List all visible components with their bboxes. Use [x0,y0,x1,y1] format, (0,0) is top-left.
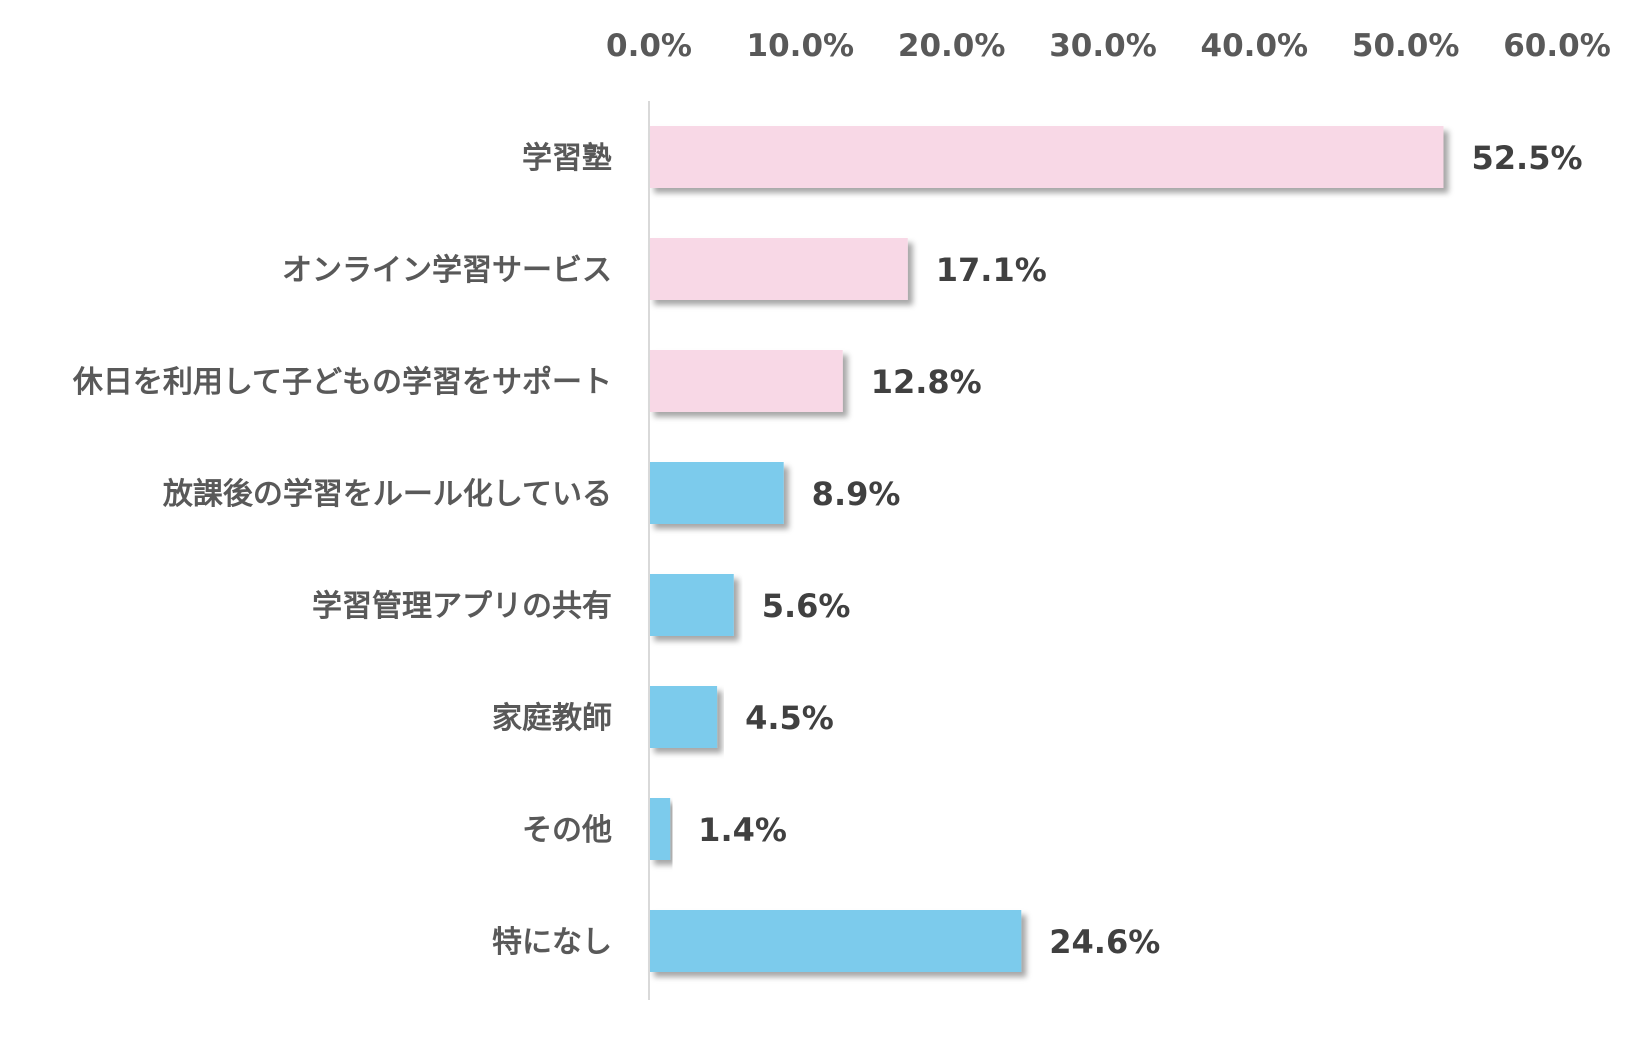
x-tick-label: 30.0% [1049,28,1157,64]
bar [649,910,1022,972]
data-label: 1.4% [698,811,787,849]
data-label: 24.6% [1049,923,1160,961]
category-label: 特になし [492,925,612,960]
x-axis-ticks: 0.0% 10.0% 20.0% 30.0% 40.0% 50.0% 60.0% [606,28,1611,64]
data-label: 4.5% [745,699,834,737]
x-tick-label: 40.0% [1201,28,1309,64]
category-label: 放課後の学習をルール化している [162,477,612,512]
x-tick-label: 0.0% [606,28,692,64]
x-tick-label: 60.0% [1503,28,1611,64]
bar [649,350,843,412]
data-label: 17.1% [936,251,1047,289]
category-label: オンライン学習サービス [282,253,612,288]
bar [649,126,1444,188]
category-label: 学習塾 [522,141,612,176]
category-label: 家庭教師 [492,701,612,736]
x-tick-label: 20.0% [898,28,1006,64]
value-labels: 52.5% 17.1% 12.8% 8.9% 5.6% 4.5% 1.4% 24.6% [698,139,1582,961]
category-labels: 学習塾オンライン学習サービス休日を利用して子どもの学習をサポート放課後の学習をル… [72,141,612,960]
category-label: 学習管理アプリの共有 [312,589,612,624]
bar [649,686,718,748]
data-label: 5.6% [762,587,851,625]
category-label: 休日を利用して子どもの学習をサポート [72,365,612,400]
bar [649,574,734,636]
bars [649,126,1444,972]
bar [649,798,671,860]
data-label: 52.5% [1472,139,1583,177]
data-label: 8.9% [812,475,901,513]
x-tick-label: 50.0% [1352,28,1460,64]
bar [649,238,908,300]
bar [649,462,784,524]
x-tick-label: 10.0% [747,28,855,64]
data-label: 12.8% [871,363,982,401]
category-label: その他 [522,813,612,848]
